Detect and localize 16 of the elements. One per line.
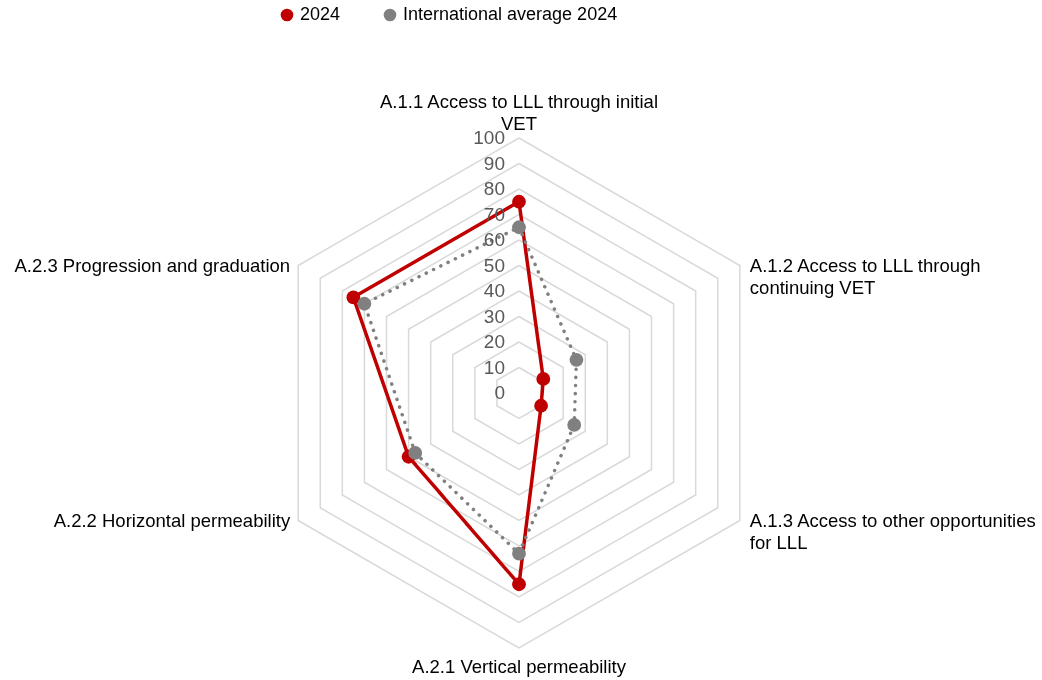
y-tick-label: 40 bbox=[483, 280, 505, 301]
y-tick-label: 0 bbox=[494, 382, 505, 403]
y-tick-label: 50 bbox=[483, 254, 505, 276]
y-tick-label: 20 bbox=[483, 331, 505, 352]
spoke-label: A.1.2 Access to LLL through continuing VET bbox=[749, 254, 981, 298]
spoke-label: A.2.1 Vertical permeability bbox=[412, 656, 627, 677]
y-tick-label: 90 bbox=[483, 152, 505, 174]
y-tick-label: 30 bbox=[483, 305, 505, 327]
y-tick-label: 10 bbox=[483, 356, 505, 378]
spoke-label: A.1.3 Access to other opportunities for LLL bbox=[749, 509, 1036, 553]
legend-label: International average 2024 bbox=[403, 4, 618, 24]
spoke-label: A.2.3 Progression and graduation bbox=[14, 254, 291, 276]
y-tick-label: 60 bbox=[483, 229, 505, 250]
spoke-label: A.2.2 Horizontal permeability bbox=[53, 509, 291, 531]
legend-label: 2024 bbox=[300, 4, 341, 24]
y-tick-label: 80 bbox=[483, 178, 505, 199]
